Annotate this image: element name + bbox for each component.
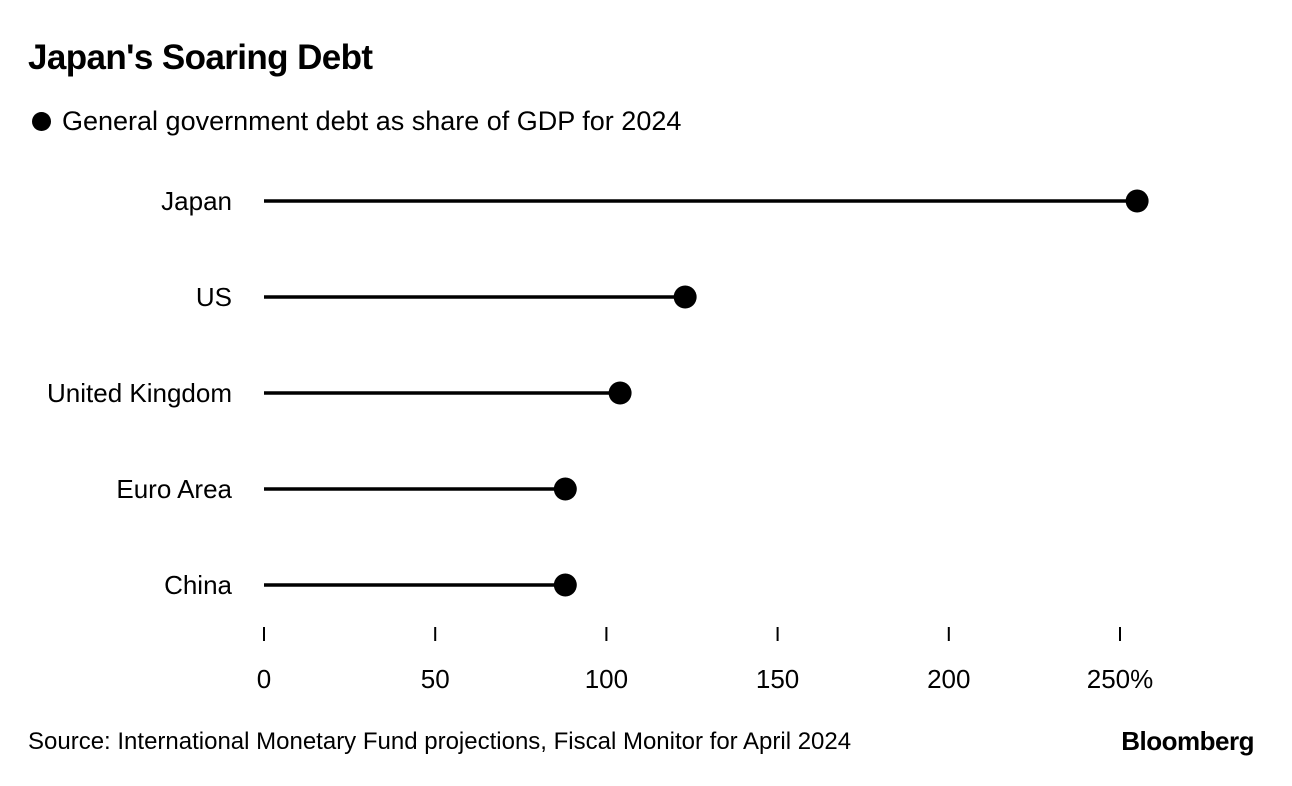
x-tick-label-200: 200 — [927, 664, 970, 694]
x-tick-label-250: 250% — [1087, 664, 1154, 694]
category-label-euro-area: Euro Area — [116, 474, 232, 504]
legend: General government debt as share of GDP … — [32, 106, 681, 137]
x-tick-label-150: 150 — [756, 664, 799, 694]
legend-marker-dot — [32, 112, 51, 131]
legend-label: General government debt as share of GDP … — [62, 106, 682, 136]
x-tick-label-50: 50 — [421, 664, 450, 694]
chart-title: Japan's Soaring Debt — [28, 38, 373, 77]
bloomberg-logo: Bloomberg — [1121, 726, 1254, 756]
category-label-china: China — [164, 570, 232, 600]
category-label-united-kingdom: United Kingdom — [47, 378, 232, 408]
x-tick-label-100: 100 — [585, 664, 628, 694]
category-label-us: US — [196, 282, 232, 312]
dot-china — [553, 573, 577, 597]
x-tick-label-0: 0 — [257, 664, 271, 694]
source-note: Source: International Monetary Fund proj… — [28, 728, 852, 755]
dot-us — [673, 285, 697, 309]
dot-euro-area — [553, 477, 577, 501]
category-label-japan: Japan — [161, 186, 232, 216]
dot-japan — [1125, 189, 1149, 213]
dot-united-kingdom — [608, 381, 632, 405]
